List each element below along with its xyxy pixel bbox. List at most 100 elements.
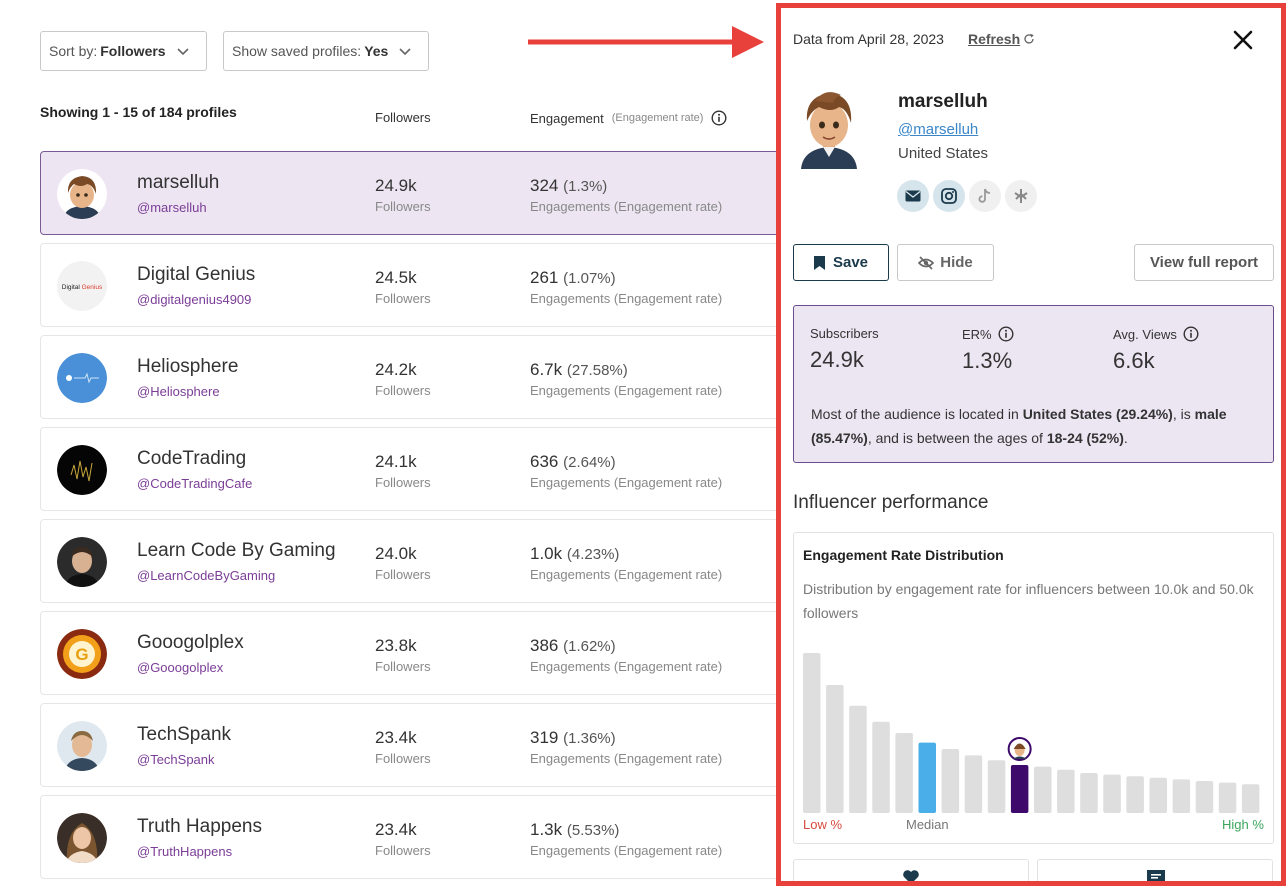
chart-bar: [1149, 777, 1167, 813]
engagement-count: 386: [530, 636, 559, 655]
followers-label: Followers: [375, 567, 431, 582]
profile-handle-link[interactable]: @marselluh: [898, 121, 979, 138]
avatar: [57, 537, 107, 587]
followers-value: 23.8k: [375, 636, 417, 655]
chevron-down-icon: [177, 48, 189, 56]
profile-handle[interactable]: @CodeTradingCafe: [137, 476, 253, 491]
chart-bar: [1103, 774, 1121, 813]
profile-card[interactable]: Digital Genius Digital Genius @digitalgeni…: [40, 243, 800, 327]
engagement-value: 319 (1.36%): [530, 728, 616, 748]
info-icon[interactable]: [1183, 326, 1199, 342]
chart-bar: [941, 749, 960, 813]
profile-card[interactable]: Heliosphere @Heliosphere 24.2k Followers 6.7…: [40, 335, 800, 419]
bookmark-icon: [813, 255, 825, 270]
heart-icon: [903, 870, 919, 881]
engagement-value: 324 (1.3%): [530, 176, 607, 196]
engagement-header-label: Engagement: [530, 110, 604, 126]
subscribers-label: Subscribers: [810, 326, 879, 341]
avatar: [57, 169, 107, 219]
results-count: Showing 1 - 15 of 184 profiles: [40, 104, 237, 120]
chart-bar: [1057, 769, 1075, 813]
engagement-count: 261: [530, 268, 559, 287]
hide-button[interactable]: Hide: [897, 244, 994, 281]
engagement-count: 319: [530, 728, 559, 747]
summary-text: , and is between the ages of: [867, 430, 1047, 446]
info-icon[interactable]: [711, 110, 727, 126]
refresh-link[interactable]: Refresh: [968, 31, 1035, 47]
profile-name: Gooogolplex: [137, 632, 244, 653]
followers-value: 23.4k: [375, 728, 417, 747]
red-arrow-annotation: [528, 26, 764, 58]
instagram-button[interactable]: [933, 180, 965, 212]
followers-value: 24.2k: [375, 360, 417, 379]
chart-bar-profile: [1010, 765, 1029, 813]
profile-card[interactable]: CodeTrading @CodeTradingCafe 24.1k Follower…: [40, 427, 800, 511]
hide-label: Hide: [940, 254, 973, 271]
linktree-button[interactable]: [1005, 180, 1037, 212]
avg-views-stat: Avg. Views 6.6k: [1113, 326, 1199, 374]
close-icon[interactable]: [1231, 28, 1255, 52]
svg-text:G: G: [75, 645, 88, 664]
engagement-label: Engagements (Engagement rate): [530, 199, 723, 214]
profile-card[interactable]: Truth Happens @TruthHappens 23.4k Followers…: [40, 795, 800, 879]
x-label-high: High %: [1222, 817, 1264, 832]
chart-bar: [895, 733, 913, 813]
column-header-followers[interactable]: Followers: [375, 110, 431, 125]
summary-text: , is: [1172, 406, 1195, 422]
profile-card[interactable]: Learn Code By Gaming @LearnCodeByGaming 24…: [40, 519, 800, 603]
profile-card[interactable]: TechSpank @TechSpank 23.4k Followers 319 (1.…: [40, 703, 800, 787]
engagement-rate: (27.58%): [566, 362, 628, 379]
audience-summary: Most of the audience is located in Unite…: [811, 402, 1266, 450]
likes-metric-card: [793, 859, 1029, 881]
engagement-label: Engagements (Engagement rate): [530, 291, 723, 306]
chart-bar: [1126, 776, 1144, 813]
save-button[interactable]: Save: [793, 244, 889, 281]
er-stat: ER% 1.3%: [962, 326, 1014, 374]
eye-off-icon: [918, 255, 935, 270]
comments-metric-card: [1037, 859, 1273, 881]
profile-handle[interactable]: @TruthHappens: [137, 844, 233, 859]
profile-handle[interactable]: @Heliosphere: [137, 384, 220, 399]
subscribers-stat: Subscribers 24.9k: [810, 326, 879, 373]
info-icon[interactable]: [998, 326, 1014, 342]
linktree-icon: [1014, 189, 1028, 203]
data-date: Data from April 28, 2023: [793, 31, 944, 47]
followers-value: 24.5k: [375, 268, 417, 287]
engagement-count: 6.7k: [530, 360, 563, 379]
summary-gender: male: [1194, 406, 1227, 422]
sort-dropdown[interactable]: Sort by: Followers: [40, 31, 207, 71]
profile-handle[interactable]: @marselluh: [137, 200, 207, 215]
view-full-report-button[interactable]: View full report: [1134, 244, 1274, 281]
chart-bar: [826, 685, 844, 813]
profile-handle[interactable]: @LearnCodeByGaming: [137, 568, 276, 583]
performance-heading: Influencer performance: [793, 492, 989, 513]
profile-handle[interactable]: @digitalgenius4909: [137, 292, 252, 307]
profile-handle[interactable]: @TechSpank: [137, 752, 215, 767]
save-label: Save: [832, 254, 869, 271]
engagement-label: Engagements (Engagement rate): [530, 383, 723, 398]
sort-value: Followers: [100, 43, 166, 59]
sort-prefix: Sort by:: [49, 43, 98, 59]
refresh-icon: [1024, 33, 1034, 44]
chart-bar: [987, 760, 1006, 813]
engagement-value: 261 (1.07%): [530, 268, 616, 288]
engagement-label: Engagements (Engagement rate): [530, 567, 723, 582]
profile-name: TechSpank: [137, 724, 232, 745]
profile-handle[interactable]: @Gooogolplex: [137, 660, 224, 675]
profile-card[interactable]: G Gooogolplex @Gooogolplex 23.8k Followers 38…: [40, 611, 800, 695]
tiktok-button[interactable]: [969, 180, 1001, 212]
email-button[interactable]: [897, 180, 929, 212]
engagement-count: 636: [530, 452, 559, 471]
avg-views-label: Avg. Views: [1113, 326, 1177, 342]
saved-profiles-dropdown[interactable]: Show saved profiles: Yes: [223, 31, 429, 71]
engagement-header-sub: (Engagement rate): [611, 112, 704, 124]
saved-value: Yes: [364, 43, 389, 59]
profile-name: Digital Genius: [137, 264, 256, 285]
engagement-count: 1.0k: [530, 544, 563, 563]
profile-card[interactable]: marselluh @marselluh 24.9k Followers 324 (1.…: [40, 151, 800, 235]
engagement-label: Engagements (Engagement rate): [530, 843, 723, 858]
profile-name: marselluh: [137, 172, 220, 193]
column-header-engagement[interactable]: Engagement (Engagement rate): [530, 110, 727, 126]
followers-label: Followers: [375, 659, 431, 674]
refresh-label: Refresh: [968, 31, 1021, 47]
